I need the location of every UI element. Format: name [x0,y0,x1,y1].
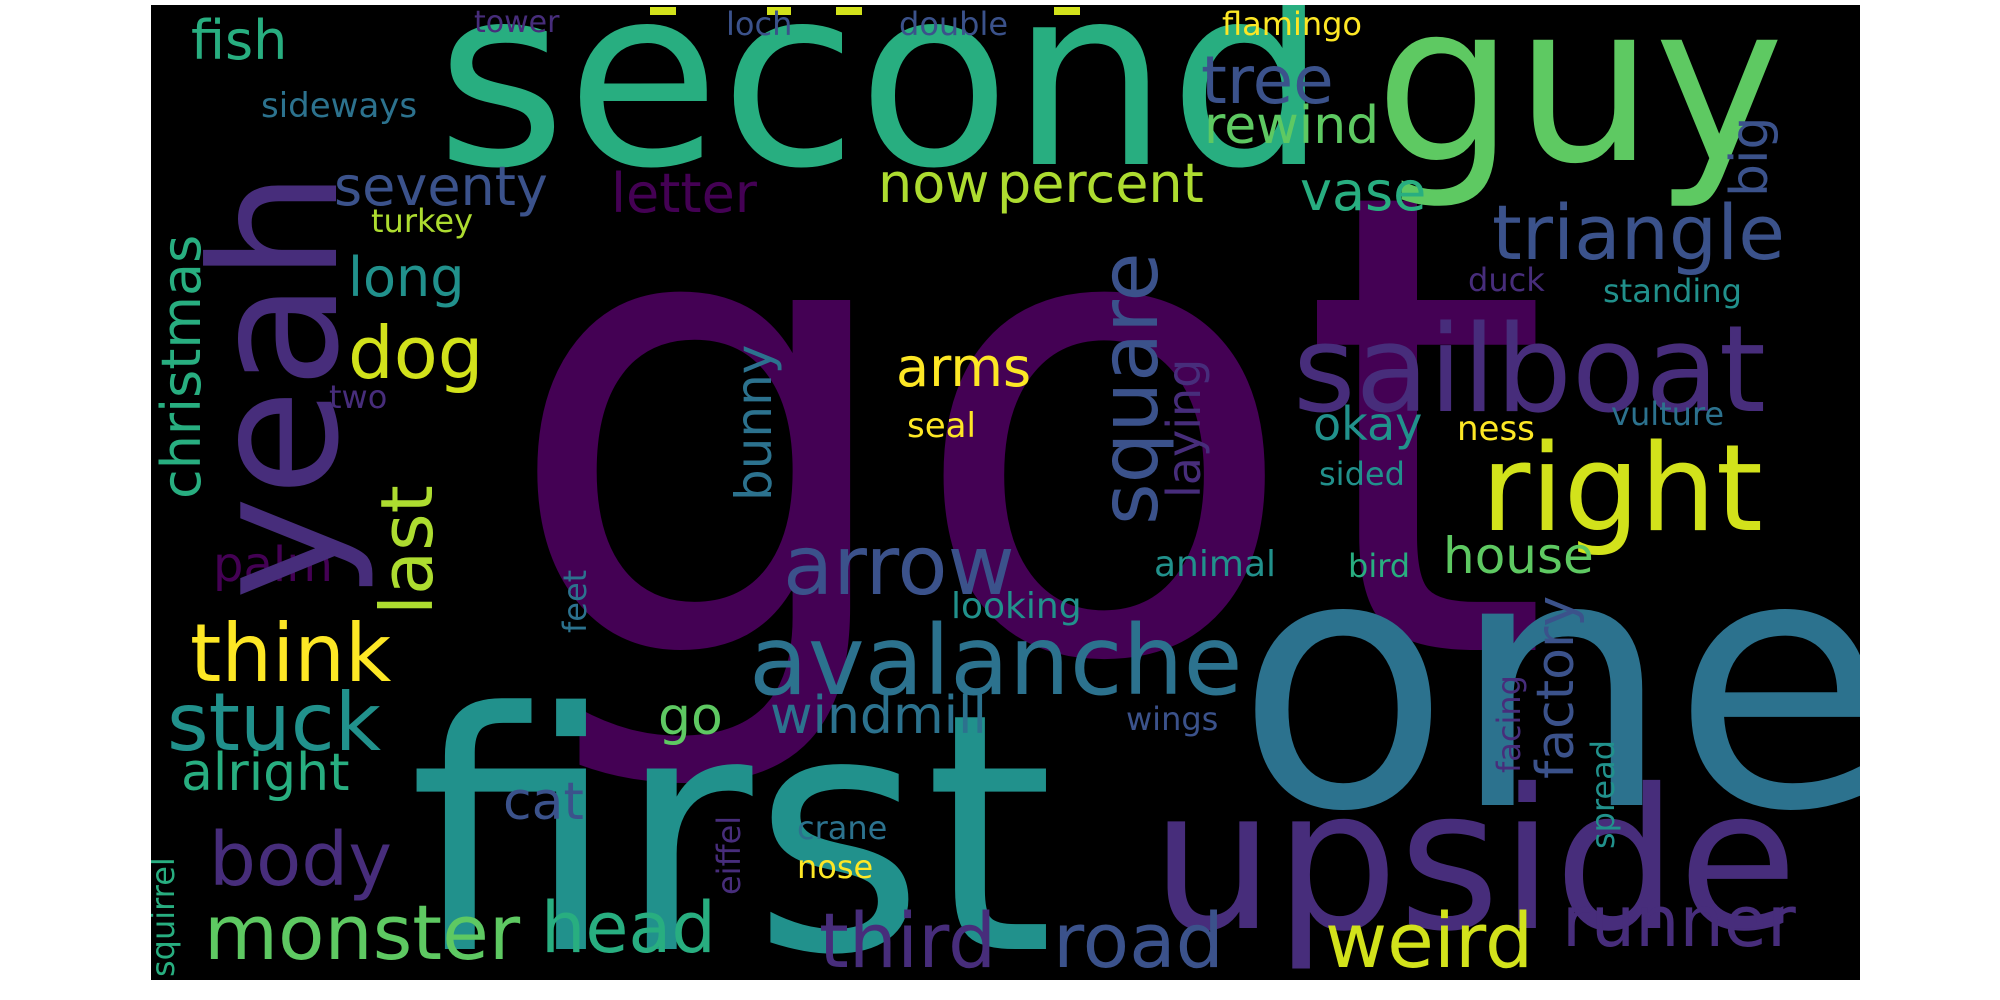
word: arms [896,336,1032,399]
word: third [819,896,997,980]
word: vase [1300,160,1427,223]
word: laying [1157,358,1211,498]
word-cloud: got first one second guy upside sailboat… [151,5,1860,980]
word: facing [1490,675,1528,773]
word: windmill [770,686,987,746]
word: last [365,485,449,615]
word: rewind [1204,96,1380,156]
word-fragment [650,7,676,15]
word: factory [1526,595,1586,779]
word: arrow [783,519,1015,614]
word: sided [1319,455,1405,493]
word: go [658,687,723,747]
word: spread [1584,739,1622,849]
word: triangle [1492,188,1786,277]
word: letter [611,162,757,225]
word: crane [797,809,888,847]
word: upside [1151,747,1798,974]
word: palm [213,537,333,593]
word: weird [1325,896,1534,980]
word: got [502,56,1551,801]
word: loch [726,5,793,43]
word: avalanche [749,605,1243,717]
word: tower [474,5,560,40]
word: two [329,378,388,416]
word: one [1236,480,1860,888]
word: animal [1154,544,1277,585]
word: percent [997,152,1204,215]
word: house [1443,527,1594,585]
word: bunny [725,344,783,501]
word: now [878,152,990,215]
word: vulture [1611,395,1725,433]
word: bird [1348,547,1411,585]
word: fish [191,9,288,72]
word: think [190,607,392,700]
word: body [209,817,393,903]
word: first [409,643,1054,980]
word: looking [951,586,1082,627]
word: sailboat [1293,301,1766,440]
word: duck [1468,261,1545,299]
word: big [1720,116,1780,197]
word: cat [503,772,584,832]
word: wings [1126,700,1219,738]
word: nose [797,848,874,886]
word: yeah [175,170,378,600]
word: ness [1457,409,1535,449]
word: okay [1313,397,1423,451]
word: squirrel [151,857,182,977]
word: alright [181,743,350,803]
word-fragment [836,7,862,15]
word: monster [204,888,521,977]
word: stuck [167,676,382,769]
word: second [436,5,1328,223]
word: runner [1562,881,1796,963]
word-fragment [1054,7,1080,15]
word: dog [348,311,484,395]
word: guy [1375,5,1785,212]
word: seventy [334,155,548,218]
word: turkey [371,202,473,240]
word: right [1481,420,1763,559]
word: sideways [261,86,418,126]
word: double [899,5,1009,43]
word: head [541,887,716,969]
word: seal [907,406,976,446]
word: feet [556,569,594,633]
word: road [1053,896,1224,980]
word-fragment [767,7,791,15]
word: tree [1201,42,1334,119]
word: eiffel [710,815,748,895]
word: long [348,246,465,309]
word: standing [1603,272,1742,310]
word: flamingo [1222,5,1362,43]
word: christmas [151,234,213,499]
